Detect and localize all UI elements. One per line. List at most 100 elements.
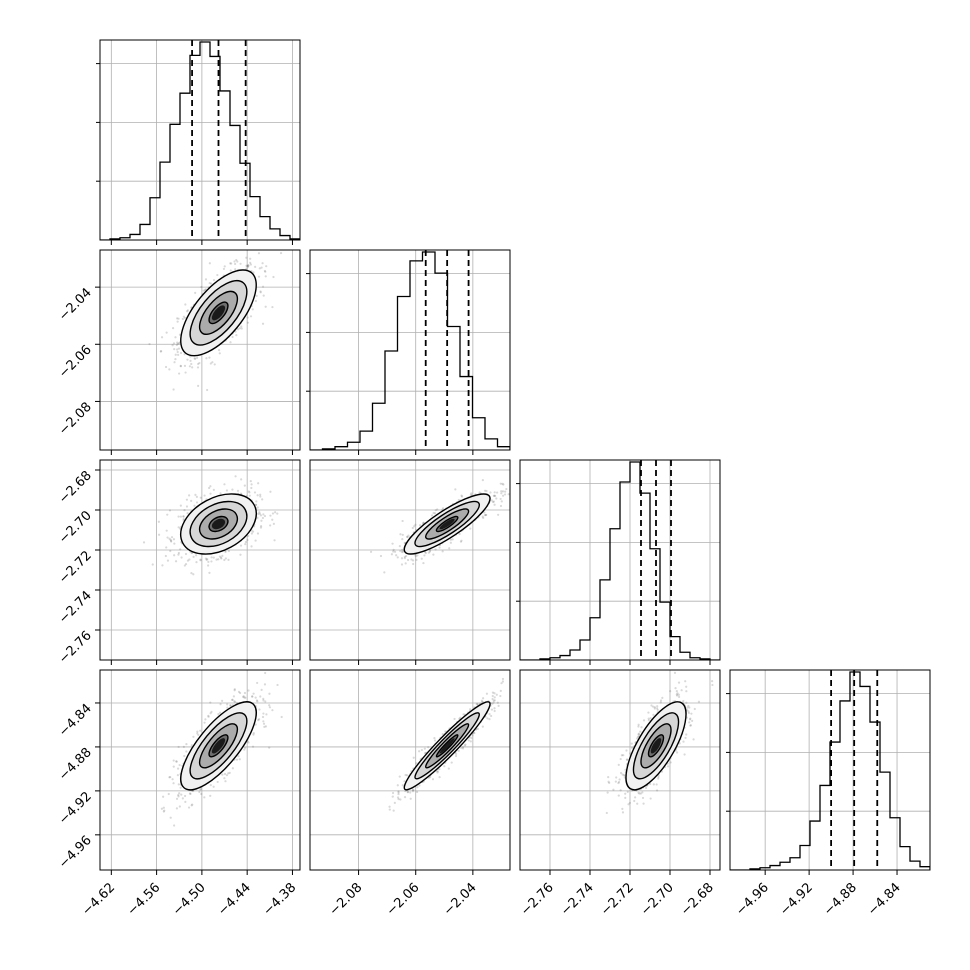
sample-point	[192, 555, 195, 558]
sample-point	[223, 265, 226, 268]
sample-point	[177, 526, 180, 529]
sample-point	[235, 758, 239, 761]
sample-point	[192, 735, 195, 738]
sample-point	[229, 341, 232, 344]
sample-point	[219, 711, 222, 714]
sample-point	[207, 715, 210, 718]
sample-point	[204, 557, 208, 560]
sample-point	[255, 294, 258, 297]
sample-point	[687, 704, 690, 708]
sample-point	[254, 723, 257, 726]
sample-point	[212, 785, 215, 788]
sample-point	[399, 798, 402, 801]
sample-point	[272, 275, 275, 279]
sample-point	[242, 695, 245, 699]
sample-point	[393, 801, 396, 804]
sample-point	[252, 692, 255, 695]
sample-point	[247, 534, 250, 538]
sample-point	[460, 495, 464, 498]
sample-point	[481, 700, 484, 703]
sample-point	[261, 715, 265, 719]
sample-point	[432, 553, 435, 556]
sample-point	[396, 796, 400, 799]
sample-point	[396, 784, 399, 787]
sample-point	[263, 514, 267, 518]
sample-point	[206, 388, 209, 392]
scatter-panel-4-2: −2.08 −2.06 −2.04	[309, 669, 511, 919]
sample-point	[259, 493, 262, 496]
sample-point	[501, 482, 504, 485]
contour-1	[208, 301, 229, 325]
sample-point	[257, 247, 259, 249]
sample-point	[197, 362, 200, 366]
sample-point	[461, 745, 465, 749]
sample-point	[497, 513, 500, 516]
sample-point	[427, 551, 430, 554]
sample-point	[404, 562, 407, 565]
sample-point	[246, 321, 250, 324]
sample-point	[251, 745, 255, 748]
sample-point	[229, 704, 232, 708]
sample-point	[183, 794, 187, 798]
density-layer	[148, 247, 283, 392]
sample-point	[251, 530, 255, 533]
sample-point	[414, 555, 417, 558]
sample-point	[460, 746, 463, 750]
sample-point	[222, 267, 226, 271]
sample-point	[444, 730, 447, 733]
sample-point	[433, 512, 437, 515]
sample-point	[463, 744, 466, 747]
sample-point	[507, 493, 510, 496]
sample-point	[196, 366, 200, 369]
sample-point	[231, 698, 234, 702]
panel-frame	[519, 459, 721, 661]
sample-point	[183, 364, 187, 368]
sample-point	[240, 327, 243, 330]
sample-point	[473, 731, 476, 735]
sample-point	[617, 781, 620, 785]
sample-point	[245, 264, 248, 267]
sample-point	[390, 553, 393, 556]
sample-point	[199, 558, 202, 561]
sample-point	[177, 342, 181, 345]
scatter-panel-4-3: −2.76 −2.74 −2.72 −2.70 −2.68	[518, 669, 721, 919]
sample-point	[262, 697, 265, 700]
y-tick-label-1: −2.76	[56, 628, 95, 667]
sample-point	[420, 748, 423, 752]
sample-point	[178, 763, 181, 767]
sample-point	[217, 348, 221, 352]
sample-point	[411, 788, 415, 792]
contour-4	[180, 493, 257, 555]
sample-point	[179, 504, 182, 507]
sample-point	[233, 688, 236, 691]
y-tick-label-3: −2.04	[56, 285, 95, 324]
sample-point	[458, 532, 461, 536]
density-peak	[211, 518, 226, 530]
sample-point	[501, 490, 505, 493]
sample-point	[238, 758, 241, 761]
sample-point	[173, 347, 176, 351]
sample-point	[184, 563, 188, 566]
sample-point	[175, 760, 178, 763]
y-tick-label-5: −2.68	[56, 468, 95, 507]
sample-point	[449, 541, 452, 544]
sample-point	[185, 498, 188, 501]
sample-point	[431, 778, 435, 781]
sample-point	[186, 559, 190, 562]
contour-2	[198, 508, 239, 540]
sample-point	[209, 783, 212, 787]
sample-point	[203, 796, 206, 799]
sample-point	[639, 792, 642, 795]
sample-point	[185, 505, 189, 508]
sample-point	[436, 771, 439, 774]
sample-point	[499, 689, 502, 692]
sample-point	[244, 543, 247, 546]
sample-point	[485, 513, 488, 517]
sample-point	[271, 518, 274, 521]
sample-point	[213, 363, 216, 366]
sample-point	[258, 512, 261, 515]
sample-point	[167, 792, 170, 796]
sample-point	[183, 754, 186, 758]
sample-point	[492, 701, 495, 704]
